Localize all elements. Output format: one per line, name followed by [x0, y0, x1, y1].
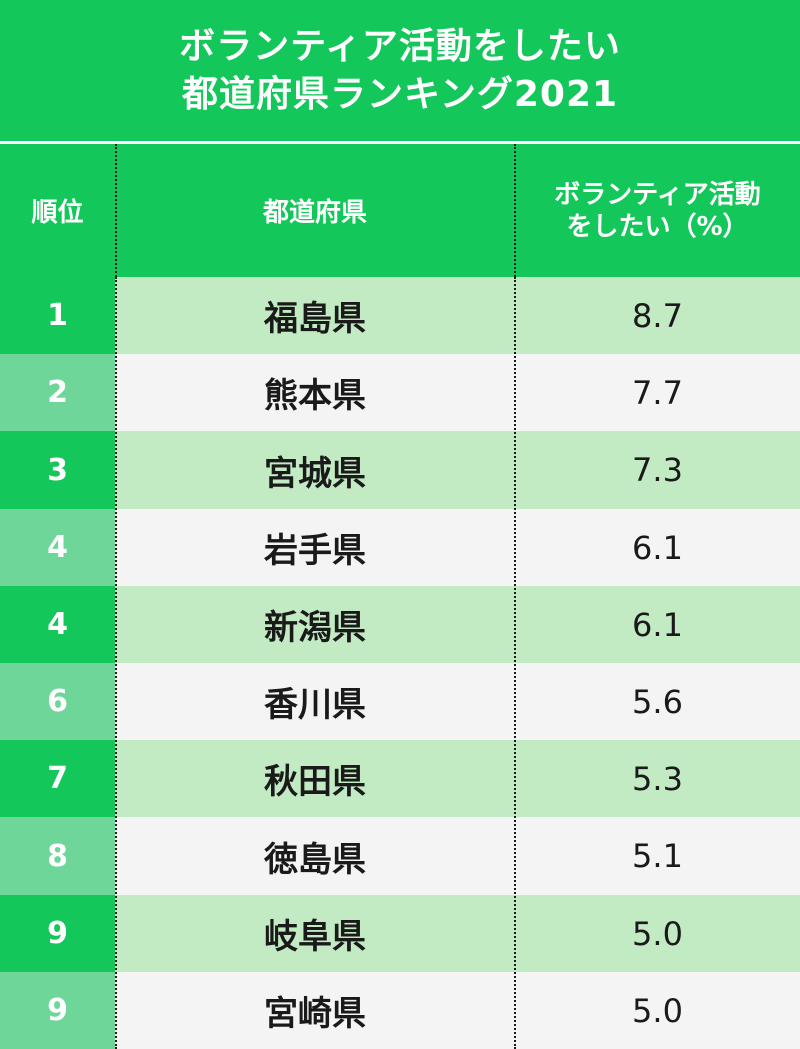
- rank-cell: 9: [0, 972, 115, 1049]
- table-row: 9 宮崎県 5.0: [0, 972, 800, 1049]
- title-line-1: ボランティア活動をしたい: [179, 25, 621, 67]
- value-cell: 7.7: [515, 354, 800, 431]
- body-divider-2: [514, 277, 516, 1049]
- rank-cell: 3: [0, 431, 115, 509]
- title-separator: [0, 141, 800, 144]
- table-row: 1 福島県 8.7: [0, 277, 800, 354]
- value-cell: 5.1: [515, 817, 800, 895]
- prefecture-cell: 福島県: [115, 277, 515, 354]
- header-rank: 順位: [31, 198, 84, 228]
- header-prefecture: 都道府県: [262, 198, 367, 228]
- rank-cell: 4: [0, 586, 115, 663]
- rank-cell: 9: [0, 895, 115, 972]
- table-row: 3 宮城県 7.3: [0, 431, 800, 509]
- value-cell: 7.3: [515, 431, 800, 509]
- prefecture-cell: 徳島県: [115, 817, 515, 895]
- prefecture-cell: 新潟県: [115, 586, 515, 663]
- rank-cell: 8: [0, 817, 115, 895]
- header-value: ボランティア活動 をしたい（%）: [515, 144, 800, 277]
- header-value-line-2: をしたい（%）: [566, 211, 749, 242]
- body-divider-1: [115, 277, 117, 1049]
- rank-cell: 2: [0, 354, 115, 431]
- header-value-line-1: ボランティア活動: [554, 179, 761, 210]
- prefecture-cell: 岩手県: [115, 509, 515, 586]
- rank-cell: 1: [0, 277, 115, 354]
- table-row: 9 岐阜県 5.0: [0, 895, 800, 972]
- table-row: 7 秋田県 5.3: [0, 740, 800, 817]
- value-cell: 5.6: [515, 663, 800, 740]
- table-header: 順位 都道府県 ボランティア活動 をしたい（%）: [0, 144, 800, 277]
- prefecture-cell: 秋田県: [115, 740, 515, 817]
- rank-cell: 4: [0, 509, 115, 586]
- value-cell: 8.7: [515, 277, 800, 354]
- table-row: 2 熊本県 7.7: [0, 354, 800, 431]
- header-divider-1: [115, 144, 117, 277]
- table-row: 4 岩手県 6.1: [0, 509, 800, 586]
- value-cell: 6.1: [515, 586, 800, 663]
- rank-cell: 6: [0, 663, 115, 740]
- prefecture-cell: 宮崎県: [115, 972, 515, 1049]
- title-line-2: 都道府県ランキング2021: [181, 73, 619, 115]
- rank-cell: 7: [0, 740, 115, 817]
- header-divider-2: [514, 144, 516, 277]
- prefecture-cell: 香川県: [115, 663, 515, 740]
- value-cell: 5.0: [515, 972, 800, 1049]
- value-cell: 6.1: [515, 509, 800, 586]
- table-row: 8 徳島県 5.1: [0, 817, 800, 895]
- table-row: 4 新潟県 6.1: [0, 586, 800, 663]
- prefecture-cell: 熊本県: [115, 354, 515, 431]
- chart-title: ボランティア活動をしたい 都道府県ランキング2021: [0, 0, 800, 141]
- prefecture-cell: 宮城県: [115, 431, 515, 509]
- table-row: 6 香川県 5.6: [0, 663, 800, 740]
- value-cell: 5.3: [515, 740, 800, 817]
- prefecture-cell: 岐阜県: [115, 895, 515, 972]
- value-cell: 5.0: [515, 895, 800, 972]
- table-body: 1 福島県 8.7 2 熊本県 7.7 3 宮城県 7.3 4 岩手県 6.1 4 新潟県 6.1 6 香川県 5…: [0, 277, 800, 1049]
